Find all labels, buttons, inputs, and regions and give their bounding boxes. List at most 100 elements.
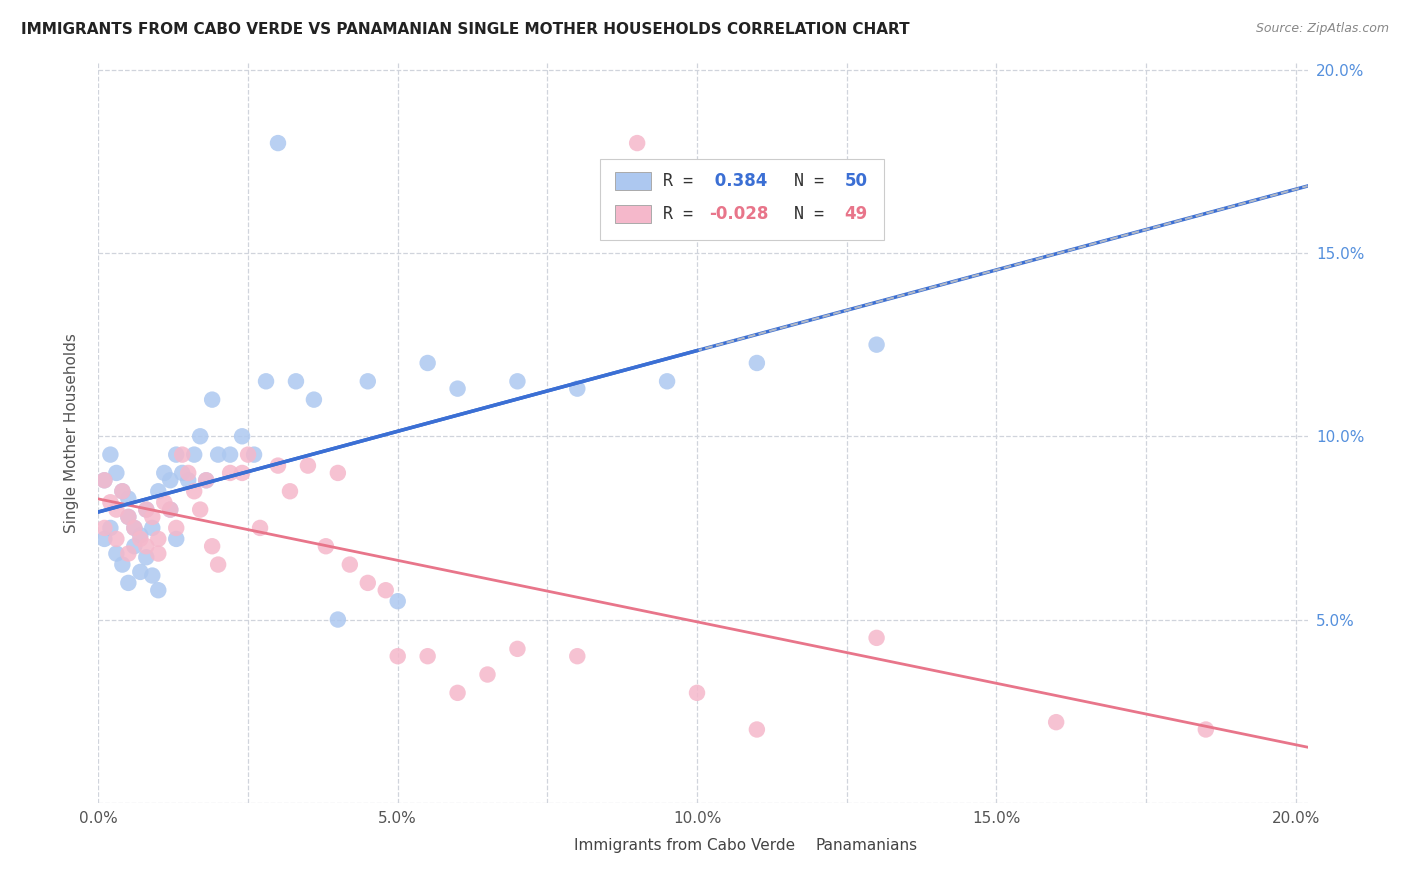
FancyBboxPatch shape [600, 159, 884, 240]
Point [111, 484, 134, 499]
Point [231, 429, 253, 443]
Point [105, 466, 128, 480]
FancyBboxPatch shape [534, 838, 564, 853]
Point [135, 502, 157, 516]
Point [148, 484, 170, 499]
Point [124, 539, 146, 553]
Point [249, 521, 271, 535]
Point [183, 448, 205, 462]
Y-axis label: Single Mother Households: Single Mother Households [65, 333, 79, 533]
Point [207, 448, 229, 462]
Point [100, 495, 122, 509]
Point [183, 484, 205, 499]
Text: 50: 50 [845, 172, 868, 190]
Text: N =: N = [775, 205, 834, 223]
Text: IMMIGRANTS FROM CABO VERDE VS PANAMANIAN SINGLE MOTHER HOUSEHOLDS CORRELATION CH: IMMIGRANTS FROM CABO VERDE VS PANAMANIAN… [21, 22, 910, 37]
Point [207, 558, 229, 572]
Point [129, 528, 152, 542]
FancyBboxPatch shape [614, 172, 651, 190]
Point [93, 521, 115, 535]
Point [387, 594, 409, 608]
Point [284, 374, 307, 388]
Point [117, 491, 139, 506]
Point [567, 649, 589, 664]
Point [93, 473, 115, 487]
Point [567, 382, 589, 396]
FancyBboxPatch shape [776, 838, 806, 853]
Point [153, 495, 176, 509]
Point [117, 510, 139, 524]
Point [219, 466, 242, 480]
Point [153, 466, 176, 480]
Point [195, 473, 218, 487]
Point [165, 448, 187, 462]
Point [100, 521, 122, 535]
Point [201, 392, 224, 407]
Point [267, 136, 290, 150]
Text: R =: R = [664, 205, 703, 223]
Point [188, 429, 211, 443]
Point [506, 641, 529, 656]
Point [339, 558, 361, 572]
Point [148, 532, 170, 546]
Point [148, 547, 170, 561]
Point [105, 547, 128, 561]
Point [105, 532, 128, 546]
Point [111, 484, 134, 499]
Text: Immigrants from Cabo Verde: Immigrants from Cabo Verde [574, 838, 794, 854]
Text: R =: R = [664, 172, 703, 190]
Point [254, 374, 277, 388]
Point [148, 583, 170, 598]
Point [357, 575, 380, 590]
Point [219, 448, 242, 462]
Point [129, 532, 152, 546]
Point [231, 466, 253, 480]
Point [236, 448, 259, 462]
Point [177, 473, 200, 487]
Point [416, 356, 439, 370]
Point [865, 337, 887, 351]
Point [745, 723, 768, 737]
Point [297, 458, 319, 473]
Point [201, 539, 224, 553]
Point [159, 502, 181, 516]
Text: Source: ZipAtlas.com: Source: ZipAtlas.com [1256, 22, 1389, 36]
Point [117, 575, 139, 590]
Point [374, 583, 396, 598]
Point [302, 392, 325, 407]
Point [506, 374, 529, 388]
Point [195, 473, 218, 487]
Point [477, 667, 499, 681]
Point [93, 532, 115, 546]
Point [129, 565, 152, 579]
Point [165, 521, 187, 535]
Point [172, 466, 194, 480]
Point [111, 558, 134, 572]
Point [315, 539, 337, 553]
Point [278, 484, 301, 499]
Point [326, 466, 349, 480]
Point [135, 539, 157, 553]
FancyBboxPatch shape [614, 205, 651, 223]
Point [141, 568, 163, 582]
Point [165, 532, 187, 546]
Point [159, 502, 181, 516]
Point [416, 649, 439, 664]
Text: 49: 49 [845, 205, 868, 223]
Point [626, 136, 648, 150]
Point [124, 521, 146, 535]
Point [1195, 723, 1218, 737]
Point [177, 466, 200, 480]
Point [93, 473, 115, 487]
Point [446, 382, 468, 396]
Text: 0.384: 0.384 [709, 172, 768, 190]
Point [387, 649, 409, 664]
Point [745, 356, 768, 370]
Point [124, 521, 146, 535]
Point [141, 510, 163, 524]
Point [141, 521, 163, 535]
Point [267, 458, 290, 473]
Point [188, 502, 211, 516]
Point [357, 374, 380, 388]
Point [172, 448, 194, 462]
